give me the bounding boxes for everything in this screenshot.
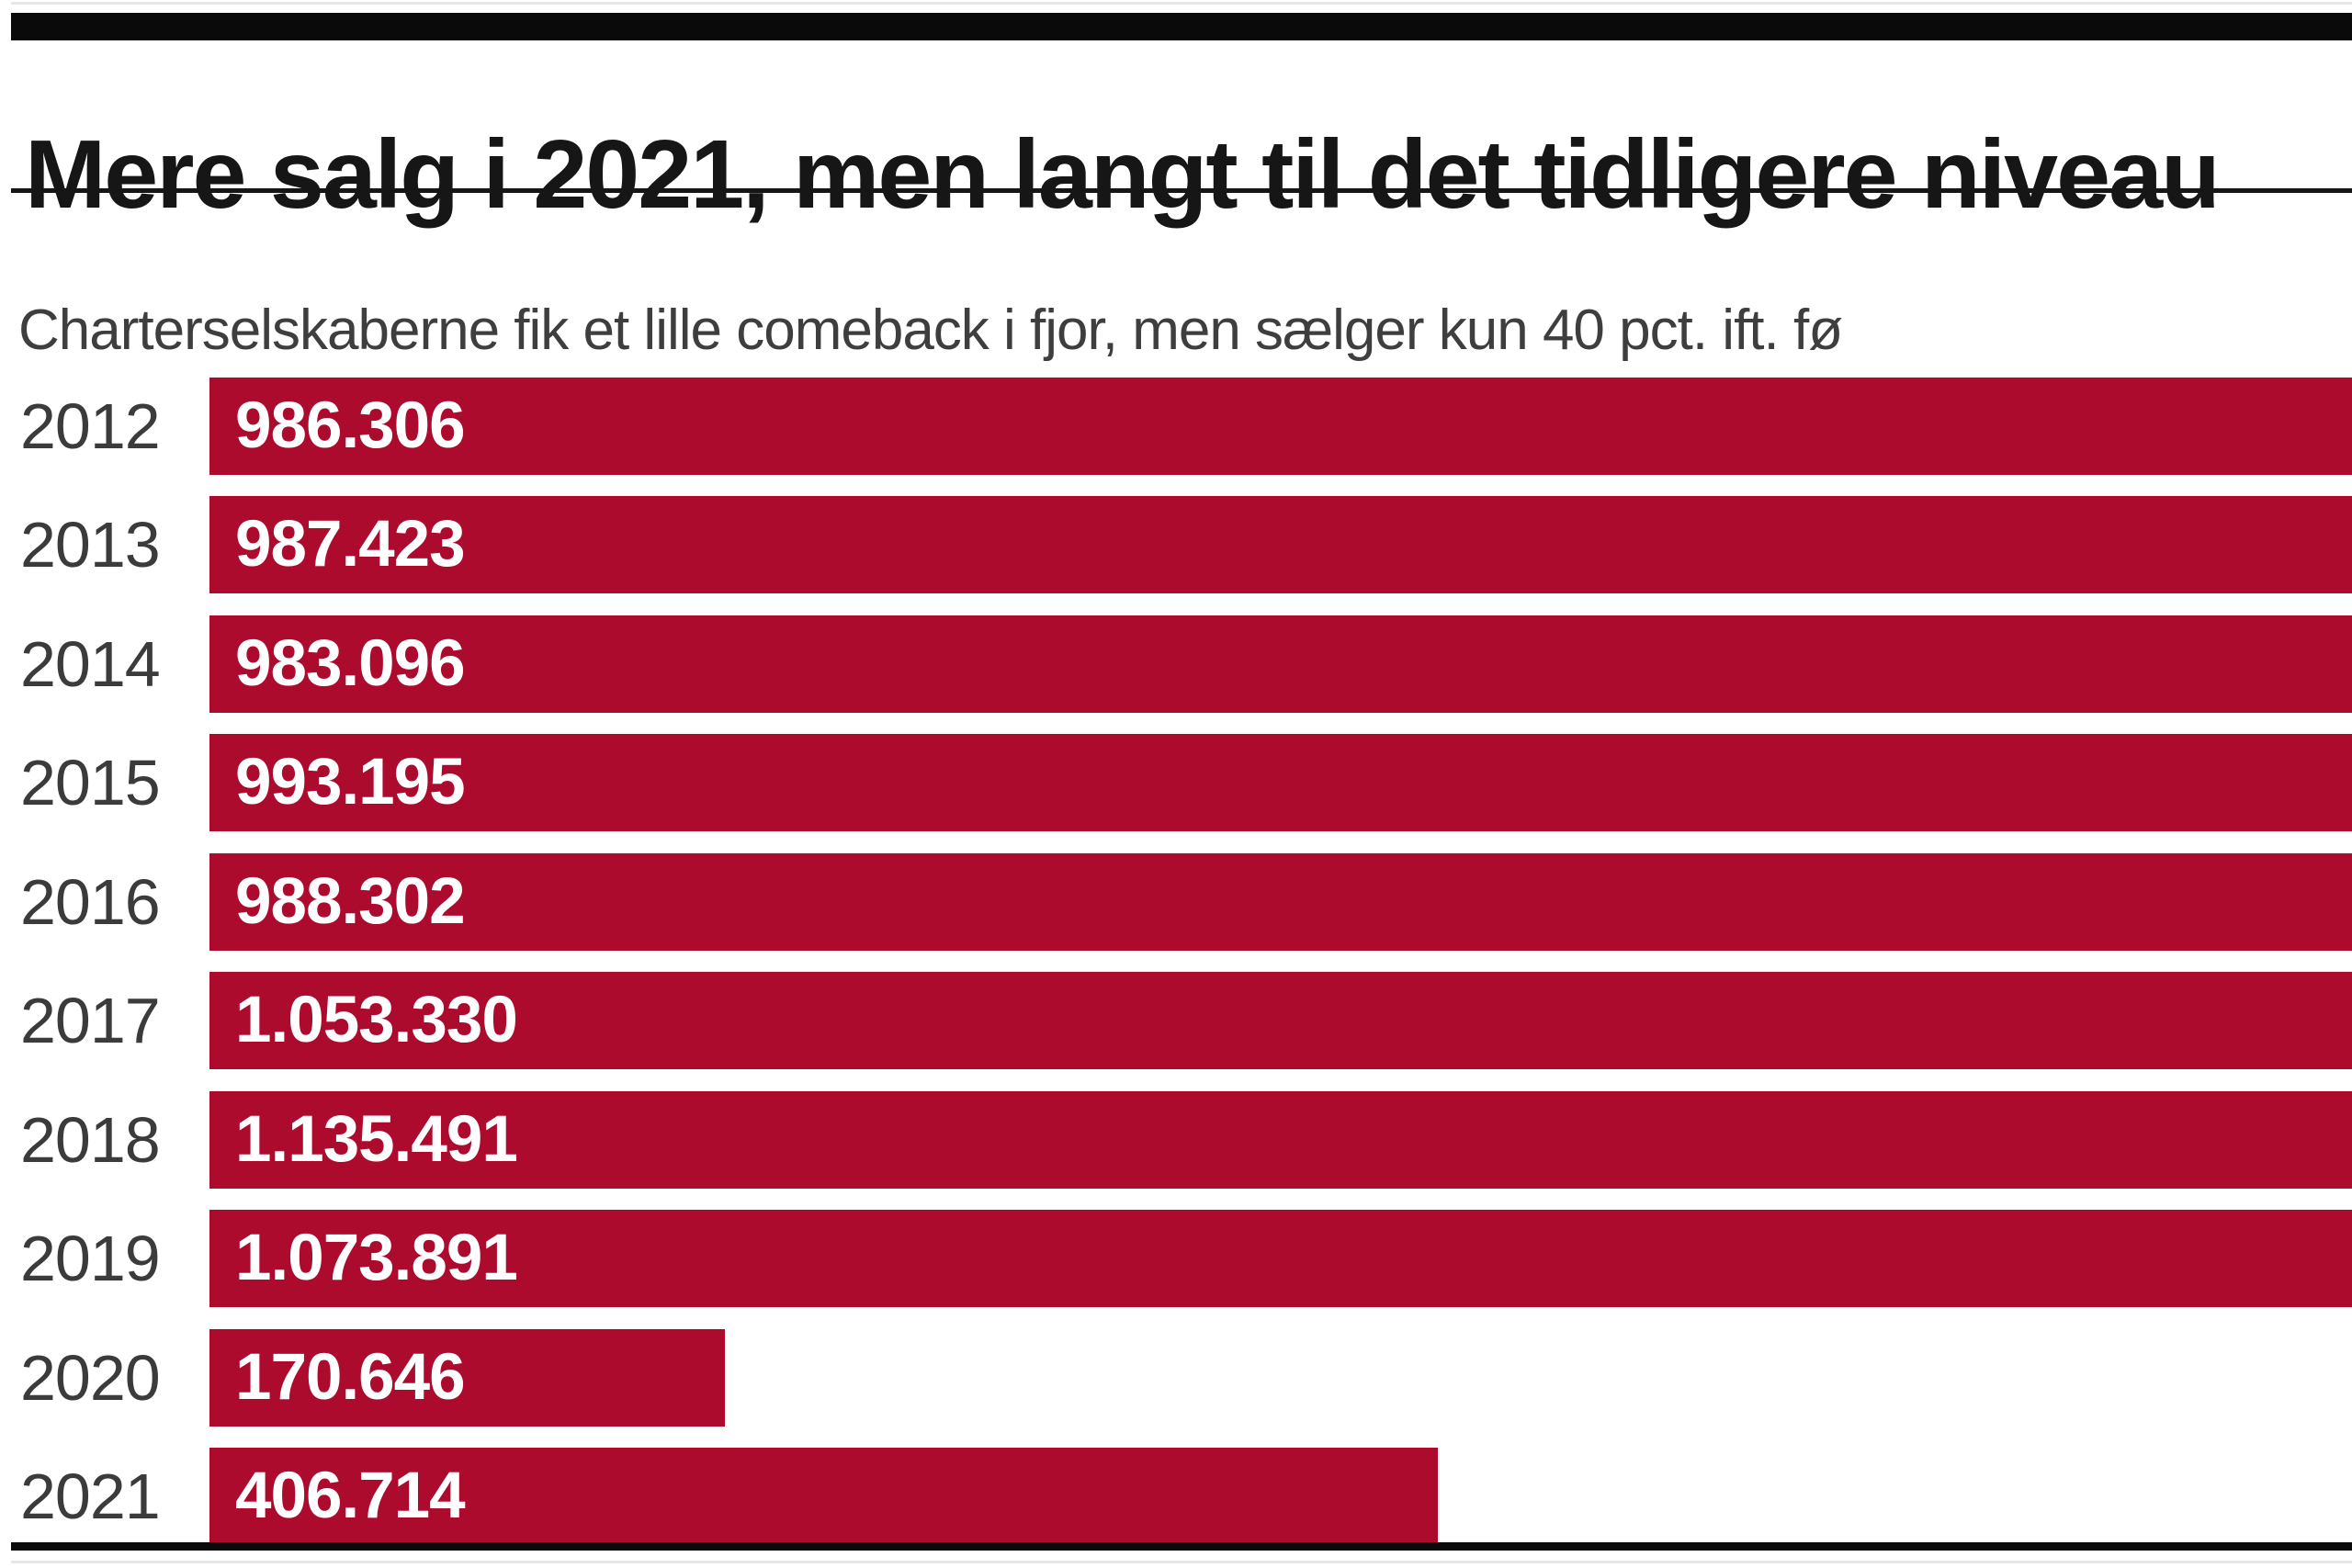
bar: 406.714 (209, 1448, 1438, 1545)
bar-value-label: 170.646 (235, 1341, 466, 1414)
year-label: 2020 (20, 1342, 161, 1414)
year-label: 2017 (20, 985, 161, 1056)
x-axis-baseline (11, 1542, 2352, 1551)
chart-row: 2019 1.073.891 (0, 1210, 2352, 1307)
top-black-bar (11, 13, 2352, 40)
year-label: 2012 (20, 390, 161, 462)
bar-value-label: 987.423 (235, 508, 466, 581)
bar-value-label: 406.714 (235, 1460, 466, 1532)
year-label: 2019 (20, 1223, 161, 1294)
bar-value-label: 983.096 (235, 627, 466, 700)
bar: 1.073.891 (209, 1210, 2352, 1307)
year-label: 2014 (20, 628, 161, 700)
bar: 986.306 (209, 378, 2352, 475)
chart-row: 2013 987.423 (0, 496, 2352, 593)
bar-value-label: 1.053.330 (235, 984, 518, 1056)
chart-subtitle: Charterselskaberne fik et lille comeback… (18, 299, 1843, 362)
bar-value-label: 993.195 (235, 746, 466, 818)
chart-title: Mere salg i 2021, men langt til det tidl… (25, 120, 2221, 230)
bar: 987.423 (209, 496, 2352, 593)
title-divider-line (11, 188, 2352, 193)
bar-value-label: 1.073.891 (235, 1222, 518, 1294)
year-label: 2021 (20, 1461, 161, 1532)
chart-row: 2021 406.714 (0, 1448, 2352, 1545)
bar-value-label: 988.302 (235, 865, 466, 938)
bar: 1.053.330 (209, 972, 2352, 1069)
year-label: 2018 (20, 1104, 161, 1176)
bar-value-label: 986.306 (235, 389, 466, 462)
bottom-border-line (11, 1561, 2352, 1563)
chart-row: 2012 986.306 (0, 378, 2352, 475)
bar: 1.135.491 (209, 1091, 2352, 1189)
bar-value-label: 1.135.491 (235, 1103, 518, 1176)
bar: 170.646 (209, 1329, 725, 1427)
year-label: 2016 (20, 866, 161, 938)
year-label: 2015 (20, 747, 161, 818)
chart-row: 2015 993.195 (0, 734, 2352, 831)
chart-row: 2020 170.646 (0, 1329, 2352, 1427)
chart-row: 2018 1.135.491 (0, 1091, 2352, 1189)
bar: 983.096 (209, 615, 2352, 713)
year-label: 2013 (20, 509, 161, 581)
chart-row: 2017 1.053.330 (0, 972, 2352, 1069)
chart-row: 2014 983.096 (0, 615, 2352, 713)
chart-row: 2016 988.302 (0, 853, 2352, 951)
top-border-line (11, 2, 2352, 5)
bar: 988.302 (209, 853, 2352, 951)
bar: 993.195 (209, 734, 2352, 831)
